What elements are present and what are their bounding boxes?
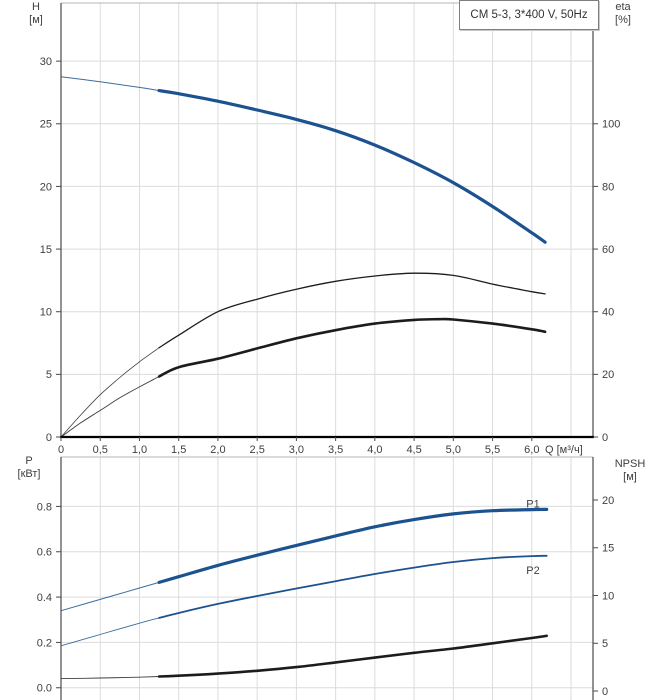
series-P2 — [158, 554, 548, 619]
x-tick-label: 5,5 — [485, 444, 500, 456]
x-tick-label: 4,0 — [367, 444, 382, 456]
x-tick-label: 0 — [58, 444, 64, 456]
npsh-axis-label: NPSH — [614, 458, 646, 470]
x-tick-label: 6,0 — [524, 444, 539, 456]
p-axis-unit: [кВт] — [17, 468, 41, 480]
x-tick-label: 0,5 — [93, 444, 108, 456]
x-tick-label: 3,5 — [328, 444, 343, 456]
left-tick-label: 0.4 — [37, 592, 52, 604]
eta-axis-unit: [%] — [615, 14, 631, 26]
right-tick-label: 100 — [602, 119, 620, 131]
pump-title: CM 5-3, 3*400 V, 50Hz — [470, 9, 588, 21]
x-axis-title: Q [м³/ч] — [545, 444, 583, 456]
right-tick-label: 40 — [602, 307, 614, 319]
series-P2-thin — [60, 617, 160, 647]
left-axis-title-top: H [м] — [20, 1, 52, 27]
left-tick-label: 0.2 — [37, 637, 52, 649]
annotation-P1: P1 — [526, 499, 539, 511]
series-eta-pump-motor-thin — [60, 376, 160, 438]
left-tick-label: 0.8 — [37, 501, 52, 513]
right-tick-label: 5 — [602, 638, 608, 650]
power-npsh-chart: 0.0 0.2 0.4 0.6 0.8 0 5 10 15 20 P1 P2 — [37, 456, 614, 700]
series-eta-pump — [158, 272, 546, 349]
x-tick-label: 5,0 — [446, 444, 461, 456]
left-tick-label: 10 — [40, 307, 52, 319]
right-tick-label: 80 — [602, 181, 614, 193]
right-tick-label: 20 — [602, 495, 614, 507]
h-axis-unit: [м] — [29, 14, 43, 26]
eta-axis-label: eta — [615, 1, 631, 13]
series-NPSH-thin — [60, 676, 160, 680]
left-tick-label: 20 — [40, 181, 52, 193]
series-group — [60, 76, 547, 438]
right-tick-label: 20 — [602, 369, 614, 381]
left-tick-label: 15 — [40, 244, 52, 256]
right-axis-title-bottom: NPSH [м] — [604, 458, 656, 484]
x-tick-label: 3,0 — [289, 444, 304, 456]
x-tick-label: 1,0 — [132, 444, 147, 456]
right-axis-title-top: eta [%] — [604, 1, 642, 27]
right-tick-label: 15 — [602, 543, 614, 555]
series-P1-thin — [60, 581, 160, 612]
left-tick-label: 0.6 — [37, 547, 52, 559]
annotation-P2: P2 — [526, 565, 539, 577]
right-tick-label: 60 — [602, 244, 614, 256]
left-tick-label: 0 — [46, 432, 52, 444]
npsh-axis-unit: [м] — [623, 471, 637, 483]
h-axis-label: H — [32, 1, 40, 13]
left-tick-label: 25 — [40, 119, 52, 131]
left-tick-label: 30 — [40, 56, 52, 68]
right-tick-label: 0 — [602, 432, 608, 444]
qh-eta-chart: 0 5 10 15 20 25 30 0 20 40 60 80 100 0 0,5 1,0 1,5 2,0 2,5… — [40, 2, 620, 456]
series-NPSH — [157, 634, 548, 678]
axes: 0.0 0.2 0.4 0.6 0.8 0 5 10 15 20 — [37, 457, 614, 700]
x-tick-label: 4,5 — [406, 444, 421, 456]
series-P1 — [157, 507, 549, 584]
left-tick-label: 5 — [46, 369, 52, 381]
pump-title-box: CM 5-3, 3*400 V, 50Hz — [459, 0, 599, 30]
series-H — [157, 89, 547, 244]
series-H-thin — [60, 76, 160, 92]
p-axis-label: P — [25, 455, 33, 467]
series-group — [60, 507, 549, 680]
grid — [61, 2, 593, 437]
series-eta-pump-motor — [157, 317, 547, 378]
series-eta-pump-thin — [60, 347, 160, 438]
axes: 0 5 10 15 20 25 30 0 20 40 60 80 100 0 0,5 1,0 1,5 2,0 2,5… — [40, 3, 620, 456]
x-tick-label: 2,5 — [250, 444, 265, 456]
x-tick-label: 2,0 — [210, 444, 225, 456]
x-tick-label: 1,5 — [171, 444, 186, 456]
left-tick-label: 0.0 — [37, 683, 52, 695]
right-tick-label: 10 — [602, 590, 614, 602]
right-tick-label: 0 — [602, 686, 608, 698]
left-axis-title-bottom: P [кВт] — [10, 455, 48, 481]
